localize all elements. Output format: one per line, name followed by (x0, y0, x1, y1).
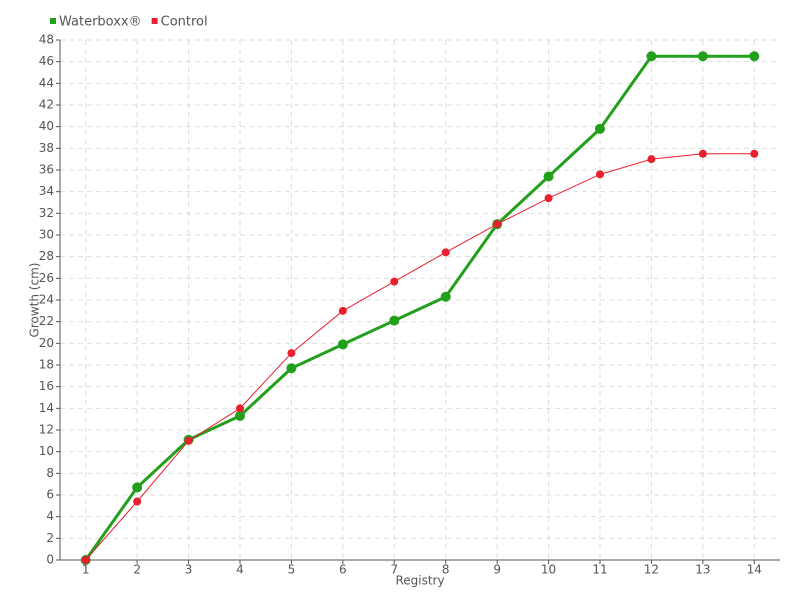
x-axis-label: Registry (395, 574, 444, 588)
y-tick-label: 46 (39, 54, 54, 68)
data-point (184, 436, 193, 445)
y-tick-label: 2 (46, 531, 54, 545)
x-tick-label: 5 (288, 563, 296, 577)
data-point (235, 410, 245, 421)
data-point (697, 51, 708, 62)
series-line (85, 153, 755, 561)
data-point (287, 349, 296, 358)
x-tick-label: 10 (541, 563, 556, 577)
data-point (749, 51, 760, 62)
data-point (647, 155, 656, 164)
data-point (338, 306, 347, 315)
y-tick-label: 44 (39, 76, 54, 90)
y-tick-label: 40 (39, 119, 54, 133)
y-tick-label: 48 (39, 33, 54, 47)
y-tick-label: 6 (46, 488, 54, 502)
y-tick-label: 4 (46, 509, 54, 523)
data-point (390, 277, 399, 286)
data-point (543, 171, 554, 182)
data-point (389, 315, 400, 326)
x-tick-label: 4 (236, 563, 244, 577)
data-point (440, 291, 451, 302)
data-point (236, 404, 244, 413)
y-tick-label: 42 (39, 98, 54, 112)
data-point (596, 170, 604, 179)
x-tick-label: 6 (339, 563, 347, 577)
y-tick-label: 0 (46, 553, 54, 567)
data-point (646, 51, 657, 62)
data-point (595, 123, 605, 134)
legend-swatch (151, 18, 158, 24)
y-tick-label: 32 (39, 206, 54, 220)
data-point (81, 556, 90, 564)
data-point (133, 497, 142, 506)
y-tick-label: 18 (39, 358, 54, 372)
y-tick-label: 12 (39, 423, 54, 437)
data-point (286, 363, 297, 374)
legend-label: Control (161, 15, 208, 30)
x-tick-label: 12 (644, 563, 659, 577)
x-tick-label: 3 (185, 563, 193, 577)
y-tick-label: 26 (39, 271, 54, 285)
x-tick-label: 14 (747, 563, 762, 577)
y-tick-label: 10 (39, 444, 54, 458)
y-axis-label: Growth (cm) (28, 263, 42, 338)
legend-label: Waterboxx® (59, 15, 142, 30)
data-point (132, 482, 143, 493)
data-point (544, 194, 553, 203)
x-tick-label: 2 (133, 563, 141, 577)
legend-swatch (50, 18, 56, 24)
series-line (84, 54, 755, 561)
x-tick-label: 8 (442, 563, 450, 577)
y-tick-label: 36 (39, 163, 54, 177)
data-point (337, 339, 348, 350)
y-tick-label: 24 (39, 293, 54, 307)
data-point (698, 149, 707, 158)
x-tick-label: 13 (695, 563, 710, 577)
y-tick-label: 14 (39, 401, 54, 415)
data-point (750, 149, 759, 158)
x-tick-label: 1 (82, 563, 90, 577)
x-tick-label: 11 (592, 563, 607, 577)
x-tick-label: 7 (390, 563, 398, 577)
data-point (441, 248, 450, 257)
y-tick-label: 34 (39, 184, 54, 198)
y-tick-label: 20 (39, 336, 54, 350)
y-tick-label: 16 (39, 379, 54, 393)
y-tick-label: 30 (39, 228, 54, 242)
y-tick-label: 28 (39, 249, 54, 263)
y-tick-label: 8 (46, 466, 54, 480)
data-point (493, 220, 502, 229)
y-tick-label: 38 (39, 141, 54, 155)
x-tick-label: 9 (493, 563, 501, 577)
y-tick-label: 22 (39, 314, 54, 328)
